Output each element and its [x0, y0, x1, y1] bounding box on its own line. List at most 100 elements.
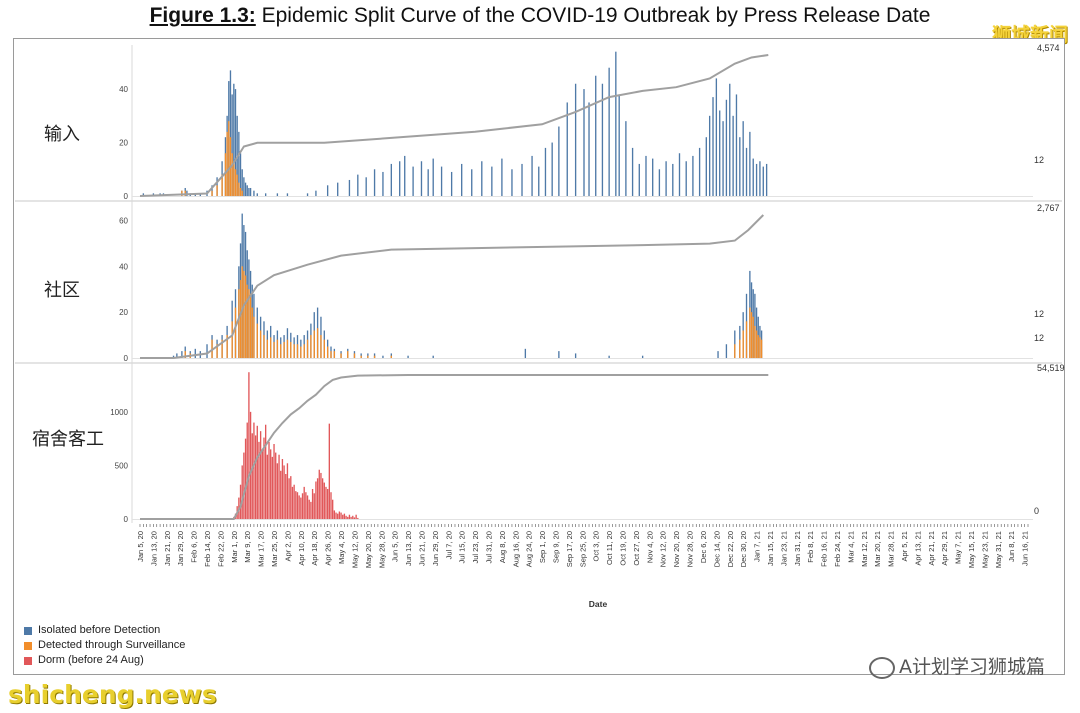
bar-isolated: [558, 351, 560, 358]
bar-surveillance: [216, 344, 218, 358]
bar-surveillance: [330, 351, 332, 358]
x-tick-label: Feb 14, 20: [203, 531, 212, 567]
bar-surveillance: [323, 339, 325, 358]
bar-isolated: [732, 115, 734, 196]
bar-isolated: [206, 344, 208, 358]
bar-dorm: [303, 486, 305, 519]
bar-surveillance: [270, 337, 272, 358]
bar-surveillance: [236, 174, 238, 196]
x-axis-title: Date: [589, 599, 608, 609]
y-tick-label: 60: [119, 216, 128, 225]
bar-dorm: [249, 411, 252, 519]
x-tick-label: Nov 28, 20: [686, 531, 695, 567]
bar-isolated: [264, 193, 267, 196]
bar-isolated: [672, 163, 674, 196]
bar-isolated: [501, 158, 503, 196]
x-tick-label: Mar 28, 21: [887, 531, 896, 567]
bar-surveillance: [259, 330, 262, 358]
x-tick-label: Jan 21, 20: [163, 531, 172, 566]
bar-dorm: [320, 472, 322, 519]
x-tick-label: May 15, 21: [967, 531, 976, 568]
bar-isolated: [645, 155, 647, 196]
bar-surveillance: [316, 328, 319, 358]
bar-surveillance: [306, 339, 309, 358]
bar-isolated: [306, 193, 309, 196]
bar-isolated: [588, 102, 590, 196]
panel-label: 宿舍客工: [32, 429, 104, 450]
x-tick-label: May 23, 21: [980, 531, 989, 568]
bar-surveillance: [290, 341, 292, 358]
bar-isolated: [531, 155, 533, 196]
bar-isolated: [538, 166, 540, 196]
bar-dorm: [273, 444, 275, 519]
bar-isolated: [665, 161, 667, 196]
bar-isolated: [241, 169, 243, 196]
bar-isolated: [574, 353, 577, 358]
bar-isolated: [399, 161, 401, 196]
bar-isolated: [243, 177, 245, 196]
bar-dorm: [270, 449, 272, 519]
bar-dorm: [246, 422, 248, 519]
bar-surveillance: [734, 344, 736, 358]
x-tick-label: Apr 13, 21: [913, 531, 922, 566]
bar-dorm: [281, 459, 284, 519]
bar-isolated: [249, 187, 252, 196]
figure-label: Figure 1.3:: [149, 4, 256, 27]
bar-isolated: [615, 51, 617, 196]
bar-isolated: [471, 169, 473, 196]
x-tick-label: Mar 1, 20: [230, 531, 239, 563]
bar-dorm: [325, 486, 327, 519]
x-tick-label: Mar 4, 21: [846, 531, 855, 563]
bar-dorm: [301, 493, 304, 519]
x-tick-label: Dec 6, 20: [699, 531, 708, 563]
bar-dorm: [288, 478, 290, 519]
bar-surveillance: [300, 346, 302, 358]
x-tick-label: May 12, 20: [350, 531, 359, 568]
bar-dorm: [323, 482, 325, 519]
bar-surveillance: [266, 339, 269, 358]
bar-surveillance: [263, 335, 265, 358]
x-tick-label: Jan 13, 20: [149, 531, 158, 566]
x-tick-label: Feb 16, 21: [820, 531, 829, 567]
bar-surveillance: [752, 316, 754, 358]
legend-swatch-dorm: [24, 656, 32, 665]
x-tick-label: Jun 21, 20: [417, 531, 426, 566]
bar-isolated: [595, 75, 597, 196]
bar-isolated: [715, 78, 718, 196]
bar-surveillance: [286, 339, 289, 358]
wechat-icon: [869, 656, 895, 679]
bar-dorm: [353, 517, 356, 519]
bar-isolated: [558, 126, 560, 196]
bar-surveillance: [238, 289, 240, 358]
bar-surveillance: [253, 316, 255, 358]
bar-surveillance: [313, 330, 315, 358]
bar-dorm: [283, 465, 285, 519]
bar-isolated: [729, 83, 731, 196]
x-tick-label: Jan 29, 20: [176, 531, 185, 566]
bar-isolated: [652, 158, 654, 196]
x-tick-label: Sep 17, 20: [565, 531, 574, 567]
bar-isolated: [608, 355, 610, 358]
last-value-label: 12: [1034, 155, 1044, 165]
legend-item-dorm: Dorm (before 24 Aug): [24, 653, 185, 668]
x-tick-label: Jun 13, 20: [404, 531, 413, 566]
bar-isolated: [705, 137, 707, 196]
bar-isolated: [382, 355, 384, 358]
bar-isolated: [239, 153, 242, 196]
x-tick-label: Sep 25, 20: [578, 531, 587, 567]
bar-isolated: [752, 158, 754, 196]
bar-surveillance: [241, 190, 243, 196]
bar-isolated: [256, 193, 258, 196]
last-value-label: 12: [1034, 309, 1044, 319]
bar-isolated: [755, 163, 758, 196]
bar-surveillance: [293, 344, 295, 358]
bar-isolated: [253, 190, 255, 196]
bar-dorm: [258, 441, 260, 519]
bar-isolated: [678, 153, 681, 196]
bar-isolated: [641, 355, 644, 358]
bar-isolated: [566, 102, 568, 196]
bar-surveillance: [373, 355, 376, 358]
bar-dorm: [350, 516, 352, 519]
legend-swatch-isolated: [24, 626, 32, 635]
